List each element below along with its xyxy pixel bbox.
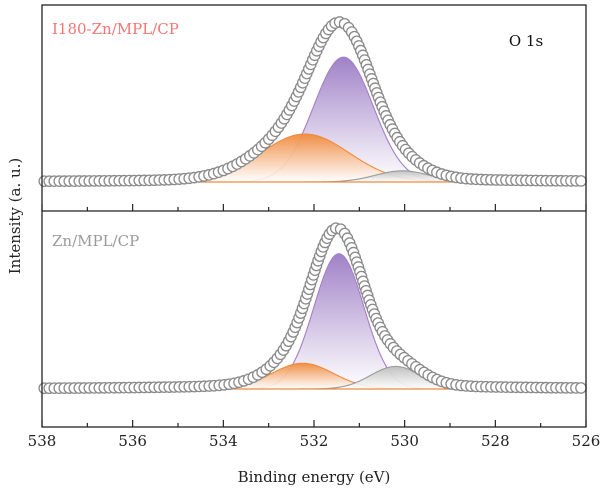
x-axis-tick-labels: 538 536 534 532 530 528 526 <box>28 432 600 450</box>
x-axis-ticks <box>41 204 587 427</box>
panel-0 <box>38 16 587 188</box>
x-tick-label-528: 528 <box>481 432 510 450</box>
envelope-point <box>575 175 587 187</box>
x-tick-label-536: 536 <box>118 432 147 450</box>
panel-label-bottom: Zn/MPL/CP <box>52 232 139 250</box>
y-axis-label: Intensity (a. u.) <box>6 158 24 275</box>
panel-label-top: I180-Zn/MPL/CP <box>52 20 179 38</box>
envelope-point <box>575 382 587 394</box>
x-axis-label: Binding energy (eV) <box>238 468 391 486</box>
fit-component-1-0 <box>209 253 469 390</box>
x-tick-label-534: 534 <box>209 432 238 450</box>
x-tick-label-526: 526 <box>572 432 600 450</box>
x-tick-label-538: 538 <box>28 432 57 450</box>
panel-1 <box>38 222 587 395</box>
x-tick-label-530: 530 <box>390 432 419 450</box>
annotation-o1s: O 1s <box>509 32 543 50</box>
x-tick-label-532: 532 <box>300 432 329 450</box>
